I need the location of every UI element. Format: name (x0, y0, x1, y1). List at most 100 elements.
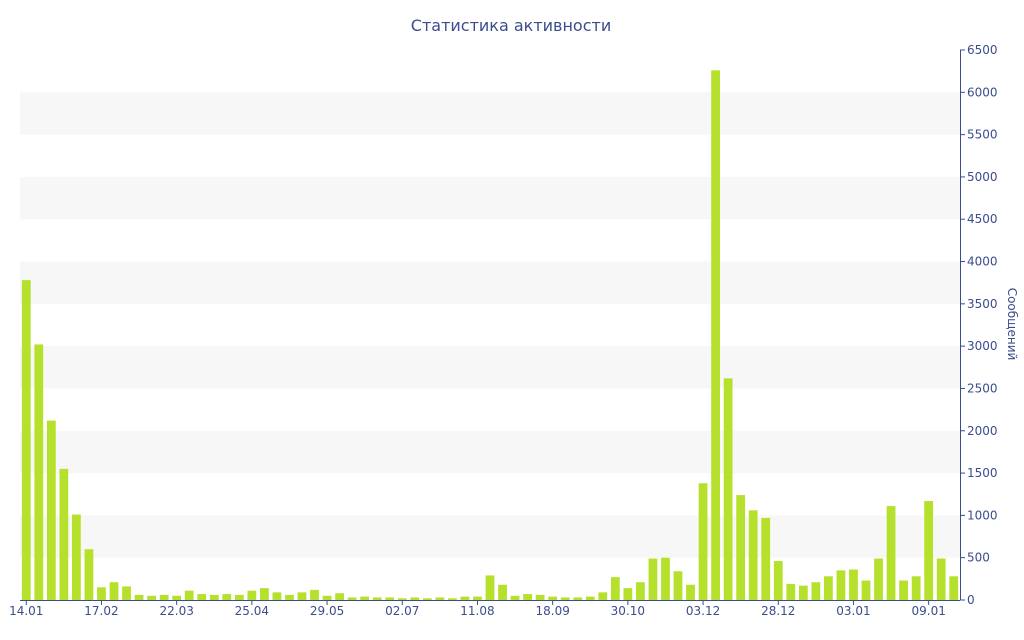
x-tick-label: 30.10 (611, 604, 645, 618)
x-tick-label: 02.07 (385, 604, 419, 618)
bar (610, 577, 620, 600)
y-tick-label: 5500 (967, 128, 998, 142)
bar (473, 596, 482, 600)
bar (773, 561, 783, 600)
bar (435, 597, 445, 600)
y-tick-label: 3500 (967, 297, 998, 311)
x-tick-label: 22.03 (159, 604, 193, 618)
bar (510, 595, 520, 600)
x-axis: 14.01 17.02 22.03 25.04 29.05 02.07 11.08 18.09… (9, 600, 960, 618)
bar (924, 501, 934, 600)
bar (698, 483, 708, 600)
x-tick-label: 28.12 (761, 604, 795, 618)
bar (711, 70, 720, 600)
bar (122, 586, 131, 600)
bar (172, 595, 182, 600)
bar (385, 597, 395, 600)
bar (811, 582, 821, 600)
bar (147, 595, 156, 600)
bar (548, 596, 558, 600)
grid-band (20, 176, 960, 220)
y-tick-label: 6500 (967, 43, 998, 57)
bar (34, 344, 44, 600)
bar (184, 590, 194, 600)
bar (648, 558, 658, 600)
bar (260, 588, 269, 600)
bar (134, 594, 144, 600)
bar (97, 587, 106, 600)
bar (310, 589, 319, 600)
bar (623, 588, 633, 600)
y-tick-label: 0 (967, 593, 975, 607)
bar (573, 597, 583, 600)
y-tick-label: 1000 (967, 508, 998, 522)
bar (798, 585, 808, 600)
bar (109, 582, 119, 600)
bar (911, 576, 921, 600)
bar (761, 517, 771, 600)
bar (322, 595, 332, 600)
bar (824, 576, 833, 600)
y-axis: 0 500 1000 1500 2000 2500 3000 3500 4000 4500 5000… (960, 43, 998, 607)
bar (636, 582, 645, 600)
bar (72, 514, 81, 600)
bars (21, 70, 959, 600)
x-tick-label: 29.05 (310, 604, 344, 618)
bar (861, 580, 871, 600)
bar (736, 495, 746, 600)
x-tick-label: 09.01 (911, 604, 945, 618)
y-axis-label: Сообщений (1005, 288, 1019, 361)
bar (585, 596, 595, 600)
x-tick-label: 14.01 (9, 604, 43, 618)
bar (360, 596, 370, 600)
bar (485, 575, 495, 600)
bar (460, 596, 470, 600)
y-tick-label: 3000 (967, 339, 998, 353)
bar (347, 597, 357, 600)
y-tick-label: 5000 (967, 170, 998, 184)
bar (234, 594, 244, 600)
bar (560, 597, 570, 600)
grid-band (20, 346, 960, 389)
bar (723, 378, 733, 600)
bar (874, 558, 883, 600)
chart-title: Статистика активности (411, 16, 611, 35)
bar (422, 598, 432, 600)
grid-band (20, 430, 960, 474)
bar (159, 594, 169, 600)
bar (899, 580, 908, 600)
bar (84, 549, 94, 600)
bar (886, 506, 896, 600)
bar (397, 598, 407, 600)
grid-band (20, 261, 960, 304)
bar (523, 594, 532, 600)
x-tick-label: 18.09 (535, 604, 569, 618)
bar (247, 590, 257, 600)
y-tick-label: 4000 (967, 255, 998, 269)
bar (59, 468, 69, 600)
bar (936, 558, 946, 600)
bar (949, 576, 959, 600)
y-tick-label: 2500 (967, 381, 998, 395)
bar (535, 594, 545, 600)
x-tick-label: 25.04 (235, 604, 269, 618)
bar (836, 570, 846, 600)
y-tick-label: 500 (967, 551, 990, 565)
bar (748, 510, 758, 600)
bar (285, 594, 294, 600)
bar (222, 594, 232, 600)
bar (661, 557, 670, 600)
x-tick-label: 11.08 (460, 604, 494, 618)
bar (673, 571, 683, 600)
y-tick-label: 2000 (967, 424, 998, 438)
bar (197, 594, 207, 600)
bar (272, 592, 282, 600)
y-tick-label: 4500 (967, 212, 998, 226)
bar (209, 594, 219, 600)
bar (686, 584, 695, 600)
bar (498, 584, 507, 600)
bar (46, 420, 56, 600)
y-tick-label: 1500 (967, 466, 998, 480)
x-tick-label: 03.12 (686, 604, 720, 618)
